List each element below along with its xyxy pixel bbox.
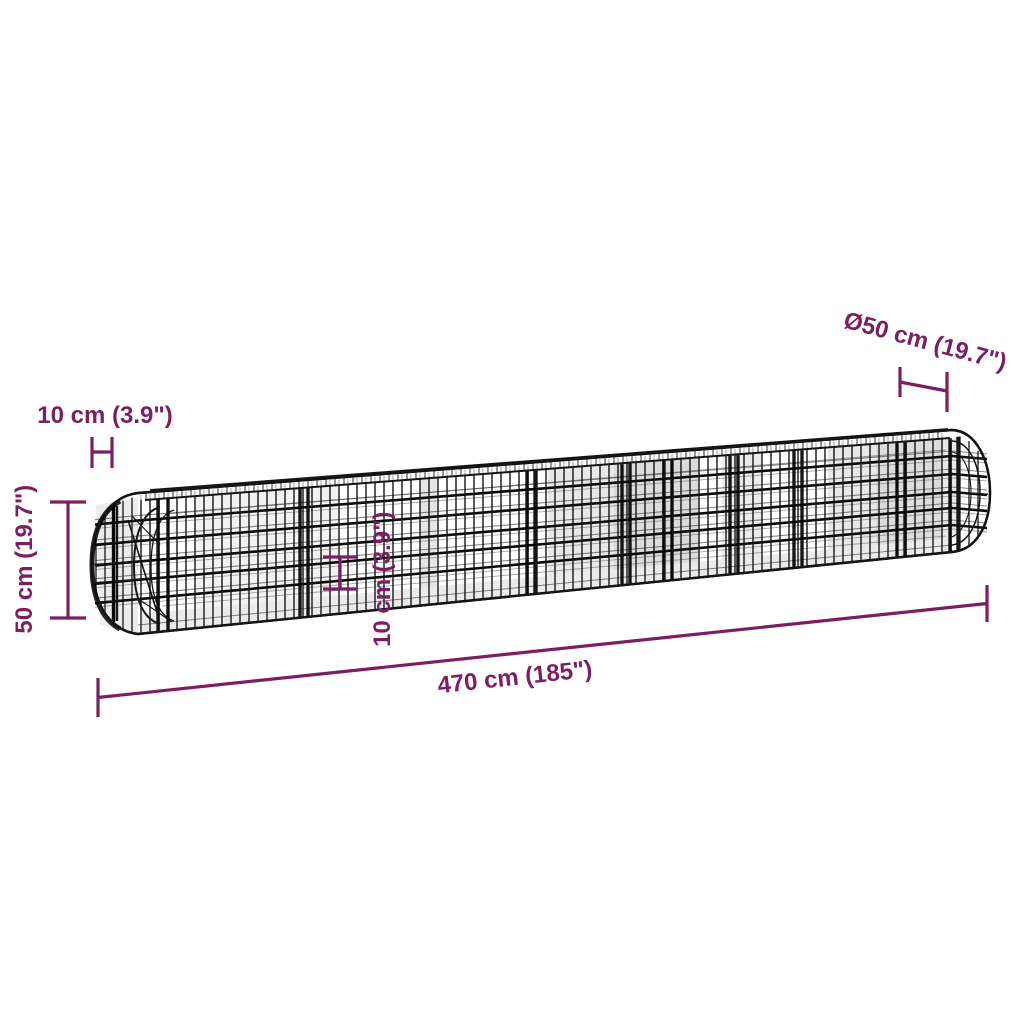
length-dimension-line: [96, 585, 989, 717]
gabion-basket: [89, 428, 992, 636]
wall-thickness-middle-bracket: [323, 555, 357, 591]
dimension-label-height: 50 cm (19.7"): [10, 484, 38, 634]
right-end-cap: [949, 440, 989, 546]
height-dimension-line: [50, 500, 86, 620]
top-rim: [144, 428, 951, 501]
diameter-dimension-line: [898, 367, 949, 412]
dimension-label-wall-thickness-middle: 10 cm (3.9"): [368, 511, 396, 647]
dimension-lines: [50, 367, 989, 717]
wall-thickness-left-bracket: [90, 437, 114, 468]
dimension-label-wall-thickness-left: 10 cm (3.9"): [37, 402, 173, 429]
